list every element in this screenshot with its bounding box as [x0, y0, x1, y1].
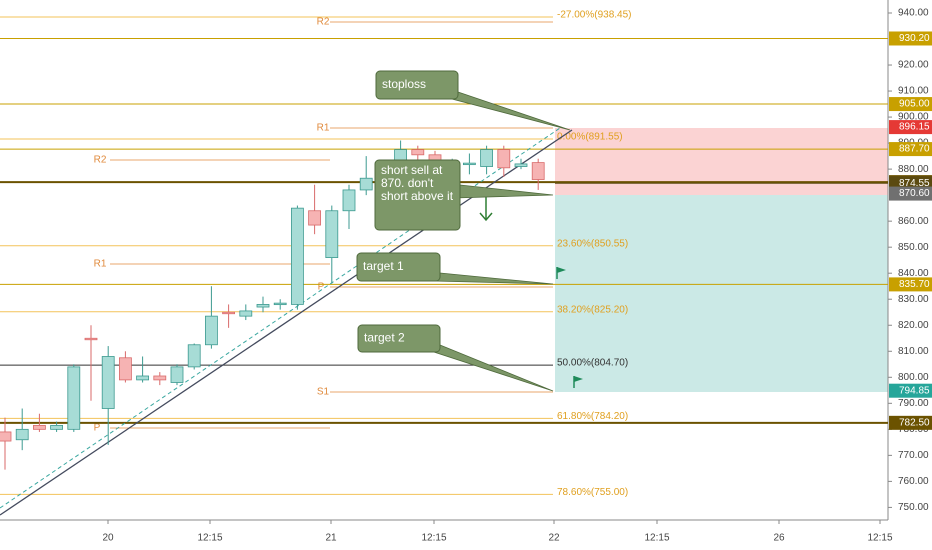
- candle-body: [480, 149, 494, 167]
- candle-body: [342, 189, 356, 212]
- candle-body: [273, 302, 287, 306]
- callout-box: [374, 159, 461, 231]
- candle-body: [462, 162, 476, 166]
- y-tick-label: 840.00: [898, 268, 929, 279]
- price-badge-label: 835.70: [899, 279, 930, 290]
- arrow-head: [479, 212, 493, 222]
- candle-body: [256, 304, 270, 308]
- price-badge: [889, 120, 932, 135]
- y-tick-label: 810.00: [898, 346, 929, 357]
- fib-label: 38.20%(825.20): [557, 304, 628, 315]
- candle-body: [531, 162, 545, 180]
- callout-box: [357, 324, 441, 353]
- fib-label: -27.00%(938.45): [557, 10, 632, 21]
- x-tick-label: 22: [548, 533, 560, 544]
- pivot-label: R2: [317, 17, 330, 28]
- candle-body: [239, 310, 253, 317]
- callout-text: target 2: [364, 331, 405, 345]
- price-badge-label: 874.55: [899, 178, 930, 189]
- flag: [574, 376, 583, 382]
- fib-label: 61.80%(784.20): [557, 411, 628, 422]
- callout-text-wrap: short sell at 870. don't short above it: [381, 164, 454, 203]
- candle-body: [33, 425, 46, 430]
- price-badge-label: 794.85: [899, 385, 930, 396]
- candle-body: [153, 375, 167, 381]
- fib-label: 78.60%(755.00): [557, 487, 628, 498]
- y-tick-label: 830.00: [898, 294, 929, 305]
- candle-body: [187, 344, 201, 368]
- y-tick-label: 880.00: [898, 164, 929, 175]
- callout-text: stoploss: [382, 77, 426, 91]
- candle-body: [136, 375, 150, 381]
- pivot-label: R1: [317, 123, 330, 134]
- x-tick-label: 21: [325, 533, 337, 544]
- candle-body: [204, 315, 218, 346]
- price-badge-label: 896.15: [899, 122, 930, 133]
- callout-text: short sell at 870. don't short above it: [381, 164, 454, 203]
- callout-box: [375, 70, 459, 100]
- candle-body: [84, 337, 98, 341]
- y-tick-label: 900.00: [898, 112, 929, 123]
- target-zone: [555, 195, 888, 392]
- price-badge: [889, 415, 932, 430]
- candle-body: [101, 356, 115, 409]
- flag: [557, 267, 566, 273]
- price-badge: [889, 97, 932, 112]
- x-tick-label: 12:15: [421, 533, 446, 544]
- candle-body: [290, 207, 304, 305]
- price-badge: [889, 142, 932, 157]
- y-tick-label: 760.00: [898, 476, 929, 487]
- y-tick-label: 850.00: [898, 242, 929, 253]
- pivot-label: R1: [94, 259, 107, 270]
- y-tick-label: 790.00: [898, 398, 929, 409]
- pivot-label: S1: [317, 387, 330, 398]
- price-badge: [889, 31, 932, 46]
- x-tick-label: 20: [102, 533, 114, 544]
- y-tick-label: 770.00: [898, 450, 929, 461]
- candle-body: [222, 311, 236, 315]
- candle-body: [411, 149, 425, 156]
- fib-label: 0.00%(891.55): [557, 132, 623, 143]
- price-badge-label: 782.50: [899, 417, 930, 428]
- y-tick-label: 920.00: [898, 60, 929, 71]
- y-tick-label: 820.00: [898, 320, 929, 331]
- x-tick-label: 12:15: [197, 533, 222, 544]
- x-tick-label: 26: [773, 533, 785, 544]
- candle-body: [497, 149, 511, 169]
- candle-body: [0, 431, 12, 442]
- y-tick-label: 750.00: [898, 502, 929, 513]
- pivot-label: P: [318, 282, 325, 293]
- candle-body: [119, 357, 132, 381]
- pivot-label: P: [94, 423, 101, 434]
- x-tick-label: 12:15: [867, 533, 892, 544]
- candle-body: [15, 428, 29, 441]
- stop-zone: [555, 128, 888, 195]
- y-tick-label: 860.00: [898, 216, 929, 227]
- candle-body: [170, 366, 184, 383]
- price-badge-label: 930.20: [899, 33, 930, 44]
- price-badge-label: 887.70: [899, 144, 930, 155]
- price-badge: [889, 383, 932, 398]
- callout-box: [356, 252, 441, 282]
- candle-body: [514, 163, 528, 167]
- price-badge-label: 905.00: [899, 99, 930, 110]
- candle-body: [67, 366, 81, 430]
- price-badge: [889, 186, 932, 201]
- price-badge: [889, 277, 932, 292]
- fib-label: 23.60%(850.55): [557, 238, 628, 249]
- pivot-label: R2: [94, 155, 107, 166]
- candle-body: [308, 210, 322, 226]
- y-tick-label: 940.00: [898, 8, 929, 19]
- candle-body: [50, 425, 63, 430]
- y-tick-label: 800.00: [898, 372, 929, 383]
- candle-body: [359, 177, 373, 191]
- price-badge-label: 870.60: [899, 188, 930, 199]
- y-tick-label: 910.00: [898, 86, 929, 97]
- candle-body: [325, 210, 339, 258]
- callout-text: target 1: [363, 259, 404, 273]
- fib-label: 50.00%(804.70): [557, 358, 628, 369]
- x-tick-label: 12:15: [644, 533, 669, 544]
